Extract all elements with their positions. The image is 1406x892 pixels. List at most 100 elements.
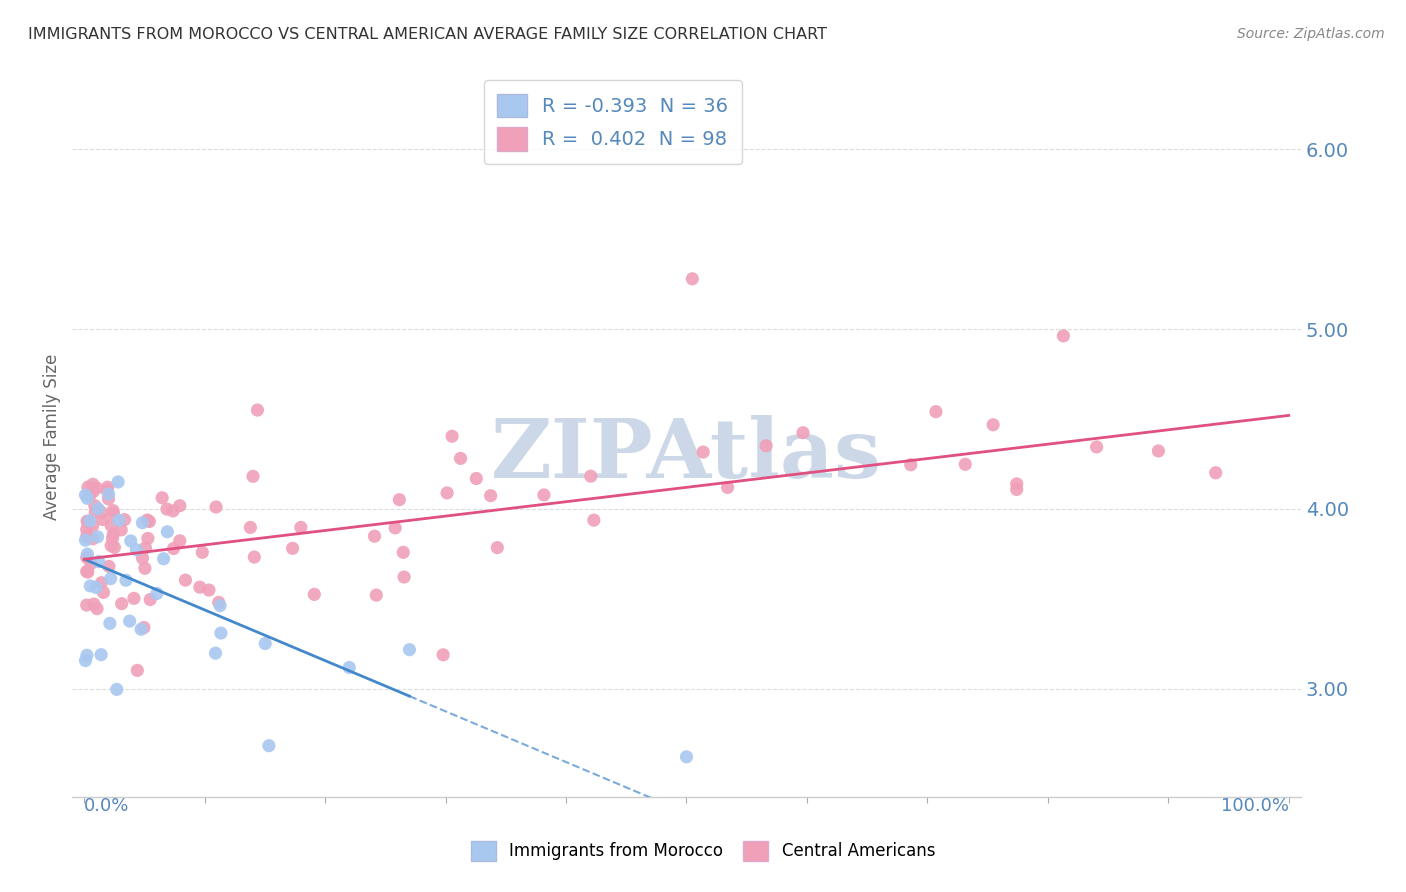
Point — [110, 523, 132, 537]
Point — [75, 488, 97, 502]
Point — [384, 521, 406, 535]
Point — [76, 565, 98, 579]
Point — [100, 518, 122, 533]
Point — [87, 555, 110, 569]
Point — [432, 648, 454, 662]
Point — [86, 530, 108, 544]
Point — [131, 551, 153, 566]
Point — [209, 599, 232, 613]
Point — [97, 491, 120, 506]
Point — [1085, 440, 1108, 454]
Point — [1147, 444, 1170, 458]
Point — [188, 580, 211, 594]
Point — [204, 646, 226, 660]
Point — [388, 492, 411, 507]
Point — [91, 512, 114, 526]
Point — [579, 469, 602, 483]
Point — [205, 500, 228, 514]
Point — [98, 616, 121, 631]
Point — [717, 480, 740, 494]
Point — [80, 557, 103, 571]
Point — [129, 622, 152, 636]
Point — [103, 507, 125, 521]
Point — [152, 551, 174, 566]
Point — [100, 539, 122, 553]
Point — [125, 542, 148, 557]
Point — [242, 469, 264, 483]
Point — [111, 597, 134, 611]
Point — [792, 425, 814, 440]
Point — [82, 519, 104, 533]
Point — [132, 621, 155, 635]
Text: 100.0%: 100.0% — [1220, 797, 1289, 814]
Point — [136, 532, 159, 546]
Text: IMMIGRANTS FROM MOROCCO VS CENTRAL AMERICAN AVERAGE FAMILY SIZE CORRELATION CHAR: IMMIGRANTS FROM MOROCCO VS CENTRAL AMERI… — [28, 27, 827, 42]
Point — [533, 488, 555, 502]
Point — [75, 654, 97, 668]
Point — [1005, 476, 1028, 491]
Point — [981, 417, 1004, 432]
Point — [127, 664, 149, 678]
Point — [486, 541, 509, 555]
Point — [77, 480, 100, 494]
Legend: R = -0.393  N = 36, R =  0.402  N = 98: R = -0.393 N = 36, R = 0.402 N = 98 — [484, 80, 742, 164]
Point — [105, 682, 128, 697]
Point — [82, 477, 104, 491]
Point — [76, 514, 98, 528]
Point — [82, 532, 104, 546]
Point — [1005, 483, 1028, 497]
Point — [90, 505, 112, 519]
Point — [156, 524, 179, 539]
Point — [100, 572, 122, 586]
Text: ZIPAtlas: ZIPAtlas — [491, 415, 882, 495]
Point — [76, 530, 98, 544]
Point — [90, 648, 112, 662]
Point — [681, 272, 703, 286]
Point — [582, 513, 605, 527]
Point — [76, 523, 98, 537]
Text: Source: ZipAtlas.com: Source: ZipAtlas.com — [1237, 27, 1385, 41]
Point — [246, 403, 269, 417]
Point — [101, 503, 124, 517]
Point — [76, 598, 98, 612]
Point — [76, 547, 98, 561]
Point — [84, 505, 107, 519]
Point — [131, 516, 153, 530]
Point — [122, 591, 145, 606]
Point — [96, 483, 118, 498]
Point — [87, 501, 110, 516]
Point — [76, 648, 98, 663]
Point — [398, 642, 420, 657]
Point — [108, 513, 131, 527]
Point — [138, 515, 160, 529]
Point — [692, 445, 714, 459]
Point — [86, 481, 108, 495]
Point — [169, 499, 191, 513]
Point — [363, 529, 385, 543]
Point — [107, 475, 129, 489]
Point — [169, 533, 191, 548]
Point — [243, 549, 266, 564]
Point — [101, 532, 124, 546]
Point — [254, 636, 277, 650]
Point — [900, 458, 922, 472]
Point — [120, 533, 142, 548]
Point — [76, 550, 98, 565]
Point — [136, 513, 159, 527]
Point — [198, 582, 221, 597]
Point — [97, 487, 120, 501]
Point — [191, 545, 214, 559]
Point — [76, 491, 98, 506]
Point — [77, 515, 100, 529]
Point — [162, 541, 184, 556]
Point — [146, 586, 169, 600]
Text: 0.0%: 0.0% — [84, 797, 129, 814]
Point — [366, 588, 388, 602]
Point — [450, 451, 472, 466]
Point — [209, 626, 232, 640]
Point — [75, 533, 97, 548]
Point — [1052, 329, 1074, 343]
Point — [79, 514, 101, 528]
Point — [76, 565, 98, 579]
Point — [337, 660, 360, 674]
